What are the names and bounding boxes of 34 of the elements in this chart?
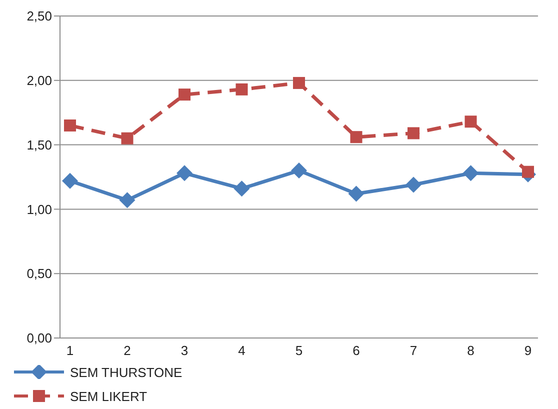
x-tick-label: 8 (467, 343, 474, 358)
point (178, 88, 190, 101)
point (64, 119, 76, 132)
point (62, 172, 78, 189)
legend-label: SEM LIKERT (70, 388, 148, 404)
x-tick-label: 7 (410, 343, 418, 358)
point (291, 162, 307, 179)
y-tick-label: 2,00 (26, 73, 52, 88)
point (234, 180, 250, 197)
point (121, 132, 134, 144)
x-tick-label: 3 (180, 343, 188, 358)
x-tick-label: 4 (238, 343, 246, 358)
point (176, 165, 192, 182)
y-tick-label: 1,50 (26, 137, 52, 152)
point (406, 176, 422, 193)
y-tick-label: 0,00 (26, 330, 52, 346)
x-tick-label: 5 (295, 343, 303, 358)
point (119, 192, 136, 208)
point (464, 116, 477, 128)
y-tick-label: 0,50 (26, 266, 52, 282)
x-tick-label: 9 (524, 343, 532, 358)
point (350, 131, 362, 144)
y-tick-label: 1,00 (26, 202, 52, 217)
point (236, 83, 248, 96)
x-tick-label: 1 (66, 343, 74, 358)
x-tick-label: 2 (124, 343, 131, 358)
point (348, 186, 364, 202)
x-tick-label: 6 (352, 343, 360, 358)
point (462, 165, 479, 182)
point (408, 127, 420, 140)
point (522, 166, 534, 178)
legend-label: SEM THURSTONE (70, 364, 182, 380)
point (293, 76, 305, 89)
y-tick-label: 2,50 (26, 8, 52, 24)
